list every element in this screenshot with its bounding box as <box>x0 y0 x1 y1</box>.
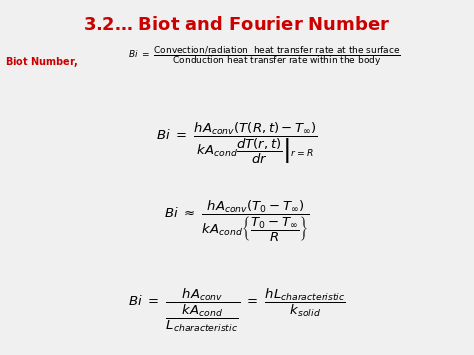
Text: $\mathbf{3.2{\ldots}\ Biot\ and\ Fourier\ Number}$: $\mathbf{3.2{\ldots}\ Biot\ and\ Fourier… <box>83 16 391 34</box>
Text: $Bi\ =\ \dfrac{hA_{conv}}{\dfrac{kA_{cond}}{L_{characteristic}}}\ =\ \dfrac{hL_{: $Bi\ =\ \dfrac{hA_{conv}}{\dfrac{kA_{con… <box>128 287 346 334</box>
Text: $Bi\ =\ \dfrac{\mathrm{Convection/radiation\ \ heat\ transfer\ rate\ at\ the\ su: $Bi\ =\ \dfrac{\mathrm{Convection/radiat… <box>128 44 401 68</box>
Text: $Bi\ =\ \dfrac{hA_{conv}\left(T(R,t)-T_{\infty}\right)}{kA_{cond}\left.\dfrac{dT: $Bi\ =\ \dfrac{hA_{conv}\left(T(R,t)-T_{… <box>156 121 318 166</box>
Text: $\mathbf{Biot\ Number,}$: $\mathbf{Biot\ Number,}$ <box>5 55 79 69</box>
Text: $Bi\ \approx\ \dfrac{hA_{conv}\left(T_0-T_{\infty}\right)}{kA_{cond}\left\{\dfra: $Bi\ \approx\ \dfrac{hA_{conv}\left(T_0-… <box>164 199 310 245</box>
